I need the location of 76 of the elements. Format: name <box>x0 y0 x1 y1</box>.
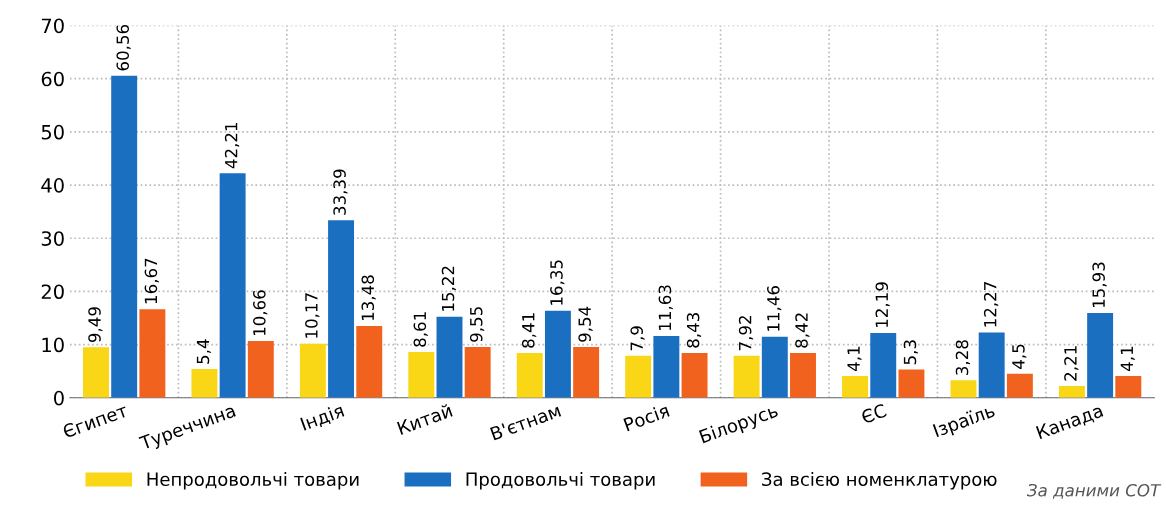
legend-label: Непродовольчі товари <box>147 472 359 490</box>
bar <box>653 335 680 398</box>
data-label: 9,49 <box>88 307 103 343</box>
bar <box>219 173 246 398</box>
data-label: 8,43 <box>686 313 702 348</box>
y-tick-label: 20 <box>41 284 64 300</box>
data-label: 13,48 <box>361 275 376 321</box>
data-label: 10,17 <box>305 293 320 338</box>
data-label: 7,92 <box>738 316 754 351</box>
y-tick-label: 0 <box>54 390 64 406</box>
x-tick-label: Росія <box>623 403 670 432</box>
bar <box>978 332 1005 398</box>
bar <box>950 380 977 398</box>
bar <box>761 336 788 398</box>
x-tick-label: Індія <box>299 403 346 433</box>
data-label: 4,5 <box>1012 344 1027 369</box>
data-label: 5,4 <box>196 339 211 364</box>
bar <box>544 310 571 398</box>
data-label: 8,42 <box>795 313 810 348</box>
bar <box>1058 386 1085 398</box>
data-label: 11,63 <box>658 285 673 330</box>
bar <box>681 352 708 398</box>
data-label: 9,54 <box>578 306 593 342</box>
bar <box>139 309 166 398</box>
bar <box>328 220 355 398</box>
bar <box>111 75 138 398</box>
y-tick-label: 10 <box>42 337 64 353</box>
bar <box>1115 375 1142 398</box>
data-label: 8,41 <box>521 313 537 348</box>
bar <box>898 369 925 398</box>
data-label: 12,19 <box>875 282 890 327</box>
data-label: 12,27 <box>983 282 999 327</box>
data-label: 15,93 <box>1092 262 1107 308</box>
bar <box>625 355 652 398</box>
bar <box>842 375 869 398</box>
legend-label: Продовольчі товари <box>466 472 655 490</box>
data-label: 11,46 <box>767 286 782 331</box>
bar <box>83 347 109 398</box>
bar <box>408 352 435 398</box>
bar <box>191 369 218 398</box>
data-label: 9,55 <box>469 307 485 342</box>
data-label: 60,56 <box>116 24 131 71</box>
bar <box>573 347 600 398</box>
data-label: 10,66 <box>253 290 268 336</box>
data-label: 33,39 <box>333 169 348 215</box>
x-tick-label: Ізраїль <box>932 403 997 441</box>
bar <box>436 316 463 398</box>
bar <box>247 341 274 398</box>
data-label: 8,61 <box>413 312 428 347</box>
text: За даними СОТ <box>1026 483 1162 499</box>
data-label: 16,67 <box>144 258 159 304</box>
data-label: 15,22 <box>441 266 457 311</box>
data-label: 4,1 <box>847 346 862 372</box>
data-label: 4,1 <box>1120 346 1135 372</box>
data-label: 3,28 <box>955 340 971 375</box>
bar <box>733 355 760 398</box>
legend-label: За всією номенклатурою <box>762 472 997 490</box>
y-tick-label: 60 <box>41 71 64 87</box>
bar <box>1087 313 1114 398</box>
bar <box>516 353 543 398</box>
y-tick-label: 40 <box>41 178 64 193</box>
y-tick-label: 30 <box>41 231 64 246</box>
data-label: 7,9 <box>630 326 645 351</box>
bar <box>464 347 491 398</box>
bar <box>1006 373 1033 398</box>
data-label: 2,21 <box>1064 346 1079 381</box>
data-label: 42,21 <box>224 122 240 169</box>
data-label: 16,35 <box>550 260 565 305</box>
bar <box>356 326 383 398</box>
y-tick-label: 50 <box>41 124 64 140</box>
bar <box>790 353 816 398</box>
bar <box>299 343 326 398</box>
x-tick-label: ЄС <box>860 403 888 425</box>
y-tick-label: 70 <box>41 18 64 34</box>
data-label: 5,3 <box>903 340 918 365</box>
bar <box>870 332 897 398</box>
